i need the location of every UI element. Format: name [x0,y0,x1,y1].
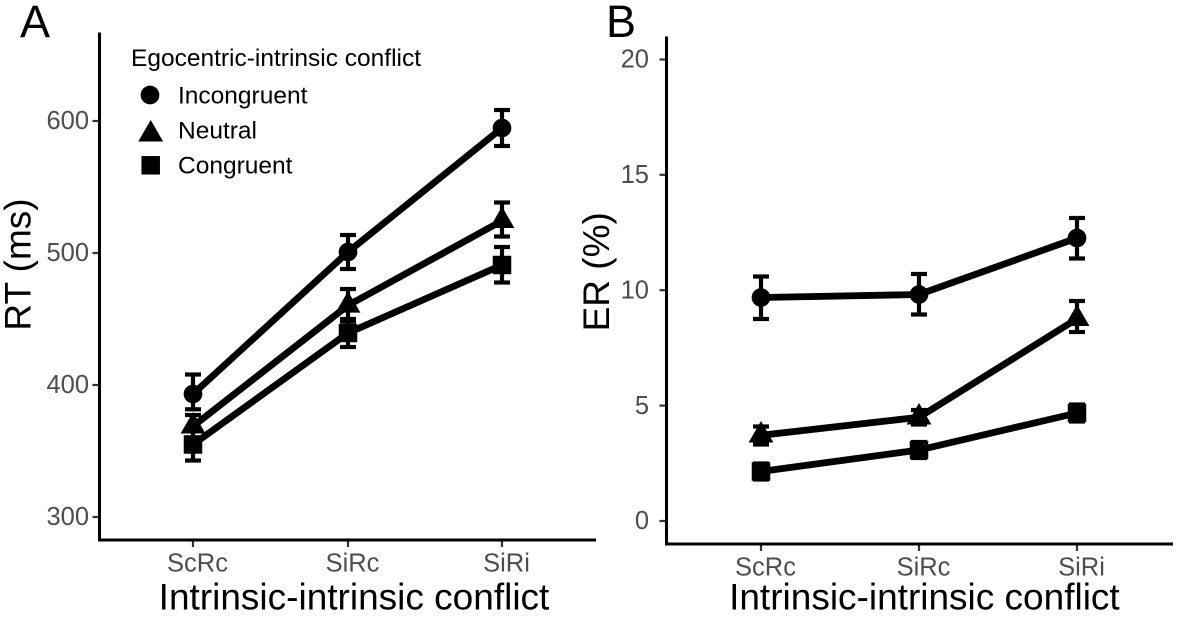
svg-text:Congruent: Congruent [178,153,293,180]
svg-text:600: 600 [46,107,89,135]
svg-text:500: 500 [46,239,89,267]
svg-text:400: 400 [46,371,89,399]
svg-text:B: B [606,0,636,47]
svg-text:SiRi: SiRi [1058,554,1105,582]
svg-text:SiRc: SiRc [897,554,951,582]
svg-text:15: 15 [621,161,649,189]
svg-text:Intrinsic-intrinsic conflict: Intrinsic-intrinsic conflict [159,577,550,618]
svg-text:ScRc: ScRc [735,554,796,582]
svg-text:ER (%): ER (%) [576,212,617,331]
svg-text:300: 300 [46,503,89,531]
svg-text:SiRi: SiRi [483,550,530,578]
svg-text:0: 0 [635,507,649,535]
svg-text:5: 5 [635,392,649,420]
svg-text:A: A [20,0,50,47]
svg-text:Intrinsic-intrinsic conflict: Intrinsic-intrinsic conflict [729,577,1120,618]
svg-text:Neutral: Neutral [178,118,257,145]
svg-text:10: 10 [621,276,649,304]
svg-text:Egocentric-intrinsic conflict: Egocentric-intrinsic conflict [131,45,421,72]
svg-text:ScRc: ScRc [167,550,228,578]
svg-text:20: 20 [621,46,649,74]
svg-text:SiRc: SiRc [326,550,380,578]
svg-text:RT (ms): RT (ms) [0,198,39,330]
svg-text:Incongruent: Incongruent [178,83,308,110]
